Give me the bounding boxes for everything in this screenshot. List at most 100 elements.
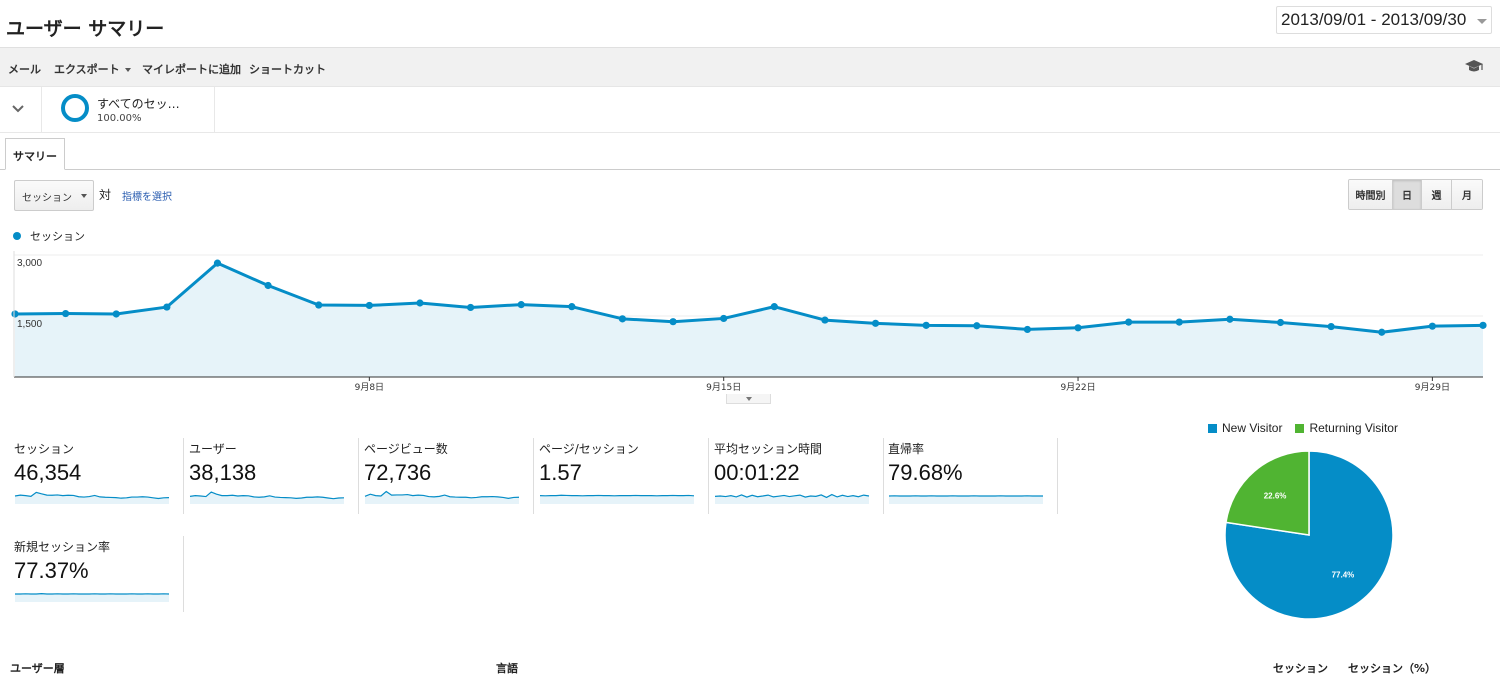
data-point bbox=[416, 299, 424, 307]
sparkline-fill bbox=[889, 495, 1043, 504]
pie-slice-label: 22.6% bbox=[1264, 492, 1287, 501]
x-tick-label: 9月15日 bbox=[706, 382, 741, 393]
chevron-down-icon bbox=[12, 105, 24, 113]
sparkline-line bbox=[714, 493, 870, 499]
data-point bbox=[1327, 322, 1335, 331]
scorecard-value: 77.37% bbox=[14, 558, 89, 583]
export-label: エクスポート bbox=[54, 63, 120, 76]
chart-legend[interactable]: セッション bbox=[13, 228, 85, 244]
sparkline-fill bbox=[15, 492, 169, 504]
pie-legend-returning[interactable]: Returning Visitor bbox=[1295, 421, 1398, 435]
vs-label: 対 bbox=[99, 188, 112, 202]
data-point bbox=[62, 309, 70, 318]
report-toolbar: メール エクスポート マイレポートに追加 ショートカット bbox=[0, 47, 1500, 87]
scorecard-value: 72,736 bbox=[364, 460, 432, 485]
scorecard-sparkline bbox=[364, 490, 520, 504]
scorecard-sparkline bbox=[888, 495, 1043, 504]
data-point bbox=[1378, 328, 1386, 336]
visitor-pie-chart[interactable]: 77.4% 22.6% bbox=[1222, 448, 1396, 622]
data-point bbox=[264, 281, 272, 290]
scorecard-sparkline bbox=[14, 491, 170, 504]
data-point bbox=[112, 310, 120, 318]
data-point bbox=[922, 321, 930, 329]
scorecard[interactable]: セッション 46,354 bbox=[14, 438, 184, 514]
chart-collapse-handle[interactable] bbox=[726, 394, 771, 404]
scorecard[interactable]: ユーザー 38,138 bbox=[189, 438, 359, 514]
sparkline-fill bbox=[715, 494, 869, 504]
period-hourly-button[interactable]: 時間別 bbox=[1349, 180, 1393, 209]
email-button[interactable]: メール bbox=[8, 63, 41, 76]
data-point bbox=[1479, 321, 1487, 329]
legend-swatch-icon bbox=[1208, 423, 1217, 433]
segment-toggle[interactable] bbox=[0, 87, 42, 133]
segment-card[interactable]: すべてのセッ… 100.00% bbox=[42, 87, 215, 133]
sessions-heading: セッション bbox=[1273, 662, 1328, 675]
x-tick-label: 9月29日 bbox=[1415, 382, 1450, 393]
data-point bbox=[871, 319, 880, 327]
sparkline-fill bbox=[540, 495, 694, 504]
caret-down-icon bbox=[124, 68, 131, 72]
x-tick-label: 9月22日 bbox=[1060, 382, 1095, 393]
x-tick-label: 9月8日 bbox=[355, 382, 384, 393]
data-point bbox=[720, 314, 728, 323]
scorecard-label: ページ/セッション bbox=[539, 442, 639, 456]
pie-slice-label: 77.4% bbox=[1332, 570, 1355, 579]
series-line bbox=[14, 261, 1484, 334]
data-point bbox=[466, 303, 475, 312]
data-point bbox=[821, 316, 829, 324]
data-point bbox=[973, 322, 981, 330]
language-heading: 言語 bbox=[496, 662, 518, 675]
sessions-line-chart[interactable]: 3,000 1,500 9月8日 9月15日 9月22日 9月29日 bbox=[0, 250, 1500, 395]
scorecard[interactable]: 平均セッション時間 00:01:22 bbox=[714, 438, 884, 514]
pie-legend-new[interactable]: New Visitor bbox=[1208, 421, 1282, 435]
date-range-picker[interactable]: 2013/09/01 - 2013/09/30 bbox=[1276, 6, 1492, 34]
scorecard-label: ユーザー bbox=[189, 442, 237, 456]
pie-legend-returning-label: Returning Visitor bbox=[1309, 421, 1398, 435]
data-point bbox=[1428, 322, 1436, 330]
scorecard[interactable]: 新規セッション率 77.37% bbox=[14, 536, 184, 612]
scorecard-label: 平均セッション時間 bbox=[714, 442, 823, 456]
data-point bbox=[213, 259, 222, 267]
data-point bbox=[1125, 318, 1133, 326]
pick-metric-link[interactable]: 指標を選択 bbox=[122, 192, 172, 203]
graduation-cap-icon[interactable] bbox=[1464, 58, 1484, 78]
tab-divider bbox=[0, 169, 1500, 170]
scorecard[interactable]: ページビュー数 72,736 bbox=[364, 438, 534, 514]
metric-select-value: セッション bbox=[22, 193, 72, 204]
shortcut-button[interactable]: ショートカット bbox=[249, 63, 326, 76]
sparkline-fill bbox=[15, 593, 169, 602]
scorecard-sparkline bbox=[189, 491, 345, 504]
sessions-pct-heading: セッション（%） bbox=[1348, 662, 1437, 675]
scorecard-value: 00:01:22 bbox=[714, 460, 800, 485]
segment-bar: すべてのセッ… 100.00% bbox=[0, 87, 1500, 133]
sparkline-line bbox=[189, 491, 345, 500]
data-point bbox=[1276, 318, 1285, 327]
add-to-dashboard-button[interactable]: マイレポートに追加 bbox=[142, 63, 241, 76]
y-tick-label: 1,500 bbox=[17, 319, 42, 330]
segment-name: すべてのセッ… bbox=[97, 97, 180, 111]
data-point bbox=[1226, 315, 1234, 323]
scorecard-value: 1.57 bbox=[539, 460, 582, 485]
data-point bbox=[517, 301, 525, 309]
pie-slice bbox=[1225, 450, 1310, 536]
segment-percent: 100.00% bbox=[97, 113, 142, 124]
data-point bbox=[315, 301, 323, 309]
date-range-label: 2013/09/01 - 2013/09/30 bbox=[1281, 10, 1467, 29]
sparkline-fill bbox=[190, 492, 344, 504]
metric-select[interactable]: セッション bbox=[14, 180, 94, 211]
period-day-button[interactable]: 日 bbox=[1393, 180, 1422, 209]
scorecard-value: 38,138 bbox=[189, 460, 257, 485]
y-tick-label: 3,000 bbox=[17, 258, 42, 269]
pie-legend-new-label: New Visitor bbox=[1222, 421, 1283, 435]
sparkline-fill bbox=[365, 491, 519, 504]
tab-summary[interactable]: サマリー bbox=[5, 138, 65, 170]
scorecard-label: 新規セッション率 bbox=[14, 540, 111, 554]
scorecard[interactable]: 直帰率 79.68% bbox=[888, 438, 1058, 514]
caret-down-icon bbox=[81, 194, 87, 198]
export-button[interactable]: エクスポート bbox=[54, 61, 131, 77]
data-point bbox=[163, 303, 171, 311]
period-month-button[interactable]: 月 bbox=[1452, 180, 1482, 209]
scorecard[interactable]: ページ/セッション 1.57 bbox=[539, 438, 709, 514]
scorecard-sparkline bbox=[15, 593, 170, 602]
period-week-button[interactable]: 週 bbox=[1422, 180, 1452, 209]
